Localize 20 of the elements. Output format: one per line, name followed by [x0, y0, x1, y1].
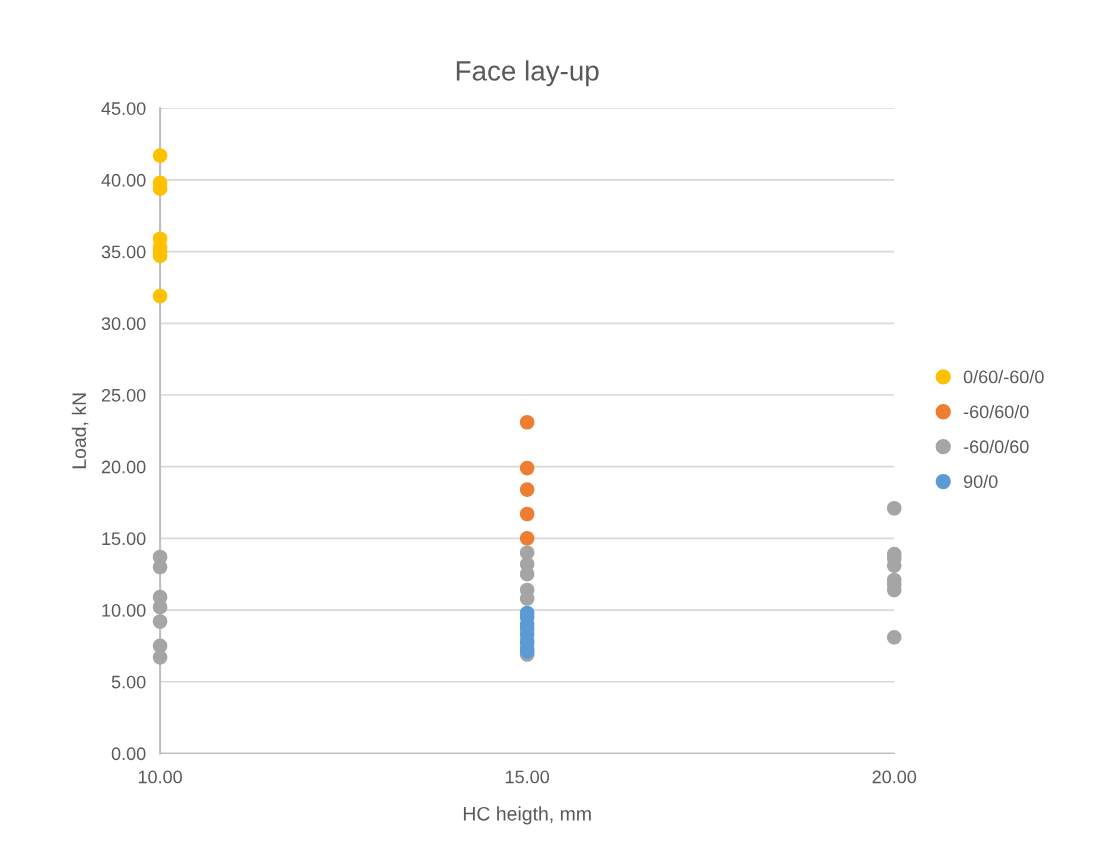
y-tick-label: 5.00 [111, 675, 146, 689]
x-axis-title: HC heigth, mm [463, 806, 591, 825]
y-tick-label: 25.00 [101, 388, 146, 402]
chart-title: Face lay-up [456, 60, 599, 87]
y-tick-label: 20.00 [101, 460, 146, 474]
y-tick-label: 0.00 [111, 747, 146, 761]
y-tick-label: 45.00 [101, 102, 146, 115]
y-tick-label: 15.00 [102, 532, 146, 546]
legend-label: -60/0/60 [963, 439, 1029, 454]
y-tick-label: 35.00 [101, 245, 146, 259]
x-tick-label: 20.00 [872, 770, 917, 784]
y-axis-title: Load, kN [71, 393, 89, 469]
y-tick-label: 10.00 [102, 603, 146, 617]
legend-label: 90/0 [963, 474, 998, 489]
legend-label: -60/60/0 [963, 404, 1029, 419]
y-tick-label: 30.00 [101, 317, 146, 331]
legend-label: 0/60/-60/0 [963, 370, 1044, 384]
y-tick-label: 40.00 [101, 173, 146, 187]
x-tick-label: 15.00 [505, 770, 550, 784]
x-tick-label: 10.00 [138, 770, 182, 784]
